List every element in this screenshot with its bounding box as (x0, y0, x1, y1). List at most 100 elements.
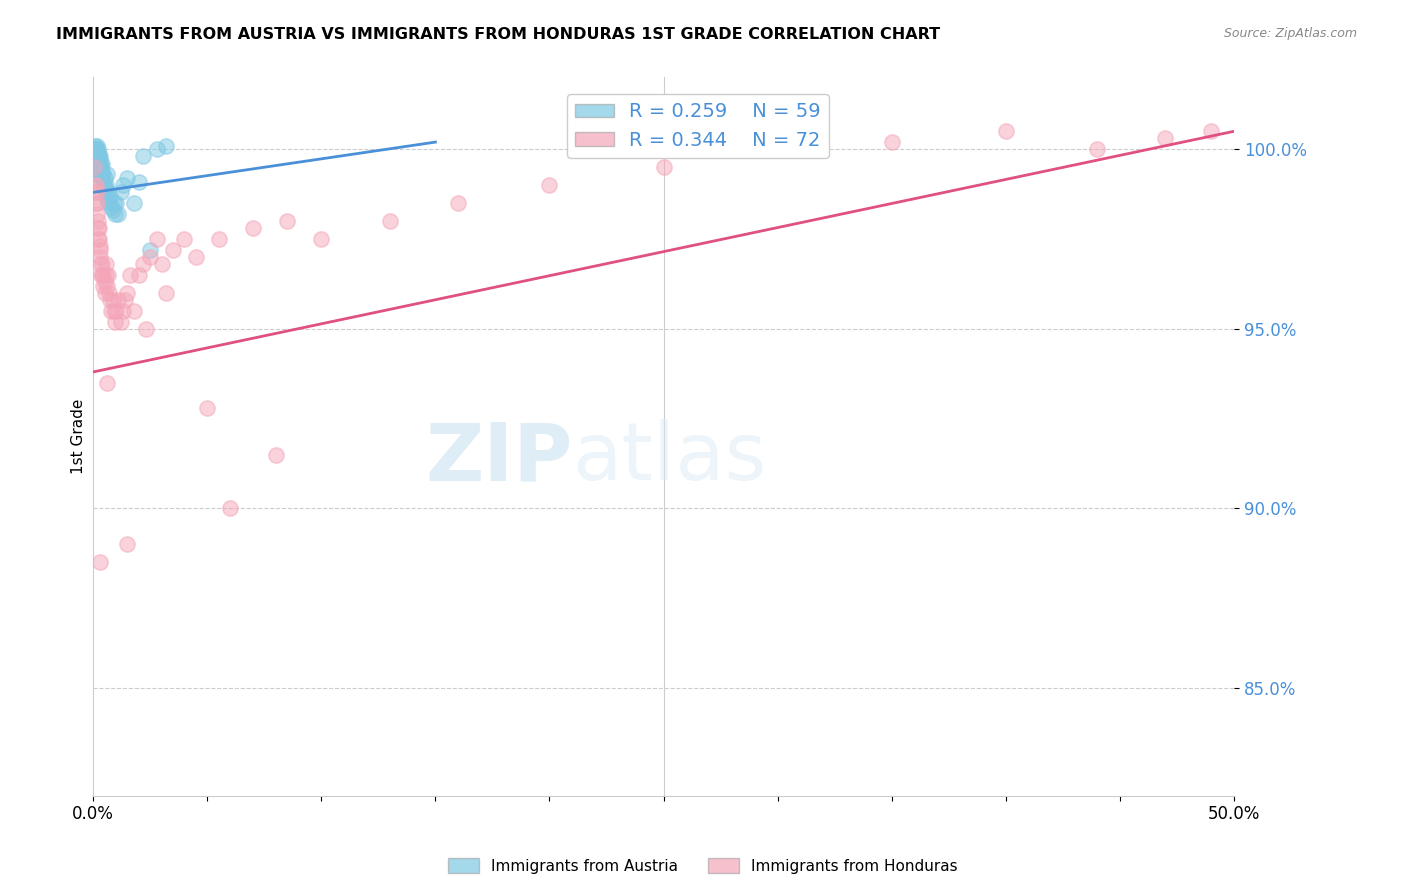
Legend: R = 0.259    N = 59, R = 0.344    N = 72: R = 0.259 N = 59, R = 0.344 N = 72 (567, 95, 828, 158)
Point (89, 153, 111, 167)
Point (105, 304, 128, 318)
Text: IMMIGRANTS FROM AUSTRIA VS IMMIGRANTS FROM HONDURAS 1ST GRADE CORRELATION CHART: IMMIGRANTS FROM AUSTRIA VS IMMIGRANTS FR… (56, 27, 941, 42)
Point (107, 207, 129, 221)
Point (91, 171, 114, 186)
Point (184, 250, 207, 264)
Point (86, 160, 108, 174)
Point (83, 142, 105, 156)
Point (105, 196, 128, 211)
Point (139, 250, 162, 264)
Point (90, 268, 112, 282)
Point (219, 501, 242, 516)
Point (162, 243, 184, 257)
Point (96, 257, 118, 271)
Point (766, 142, 789, 156)
Point (146, 142, 169, 156)
Point (103, 196, 125, 211)
Point (90, 164, 112, 178)
Point (84, 138, 107, 153)
Point (447, 196, 470, 211)
Point (311, 232, 333, 246)
Point (94, 189, 117, 203)
Point (89, 257, 111, 271)
Point (1085, 142, 1108, 156)
Point (96, 168, 118, 182)
Point (117, 285, 139, 300)
Point (107, 293, 129, 307)
Point (86, 156, 108, 170)
Point (104, 315, 127, 329)
Point (96, 278, 118, 293)
Point (93, 168, 115, 182)
Point (89, 555, 111, 569)
Point (173, 232, 195, 246)
Point (880, 135, 903, 149)
Point (93, 171, 115, 186)
Point (276, 214, 298, 228)
Point (96, 182, 118, 196)
Point (84, 142, 107, 156)
Point (100, 304, 122, 318)
Point (89, 149, 111, 163)
Point (87, 160, 110, 174)
Point (86, 196, 108, 211)
Point (87, 221, 110, 235)
Point (132, 149, 155, 163)
Point (117, 171, 139, 186)
Point (84, 178, 107, 193)
Point (87, 149, 110, 163)
Point (93, 268, 115, 282)
Point (93, 178, 115, 193)
Point (98, 189, 121, 203)
Point (86, 186, 108, 200)
Point (150, 257, 173, 271)
Point (89, 160, 111, 174)
Point (195, 401, 218, 415)
Point (98, 285, 121, 300)
Point (132, 257, 155, 271)
Point (111, 304, 134, 318)
Point (110, 186, 132, 200)
Point (111, 178, 134, 193)
Point (538, 178, 561, 193)
Point (89, 250, 111, 264)
Point (87, 145, 110, 160)
Point (117, 537, 139, 551)
Point (128, 175, 150, 189)
Point (90, 160, 112, 174)
Legend: Immigrants from Austria, Immigrants from Honduras: Immigrants from Austria, Immigrants from… (441, 852, 965, 880)
Point (84, 149, 107, 163)
Point (101, 293, 124, 307)
Y-axis label: 1st Grade: 1st Grade (72, 399, 86, 475)
Point (86, 207, 108, 221)
Point (94, 268, 117, 282)
Point (87, 156, 110, 170)
Point (87, 232, 110, 246)
Point (93, 275, 115, 289)
Point (87, 142, 110, 156)
Point (91, 257, 114, 271)
Point (91, 178, 114, 193)
Point (97, 268, 120, 282)
Text: atlas: atlas (572, 419, 766, 497)
Point (122, 196, 145, 211)
Point (89, 243, 111, 257)
Point (91, 278, 114, 293)
Point (100, 200, 122, 214)
Point (87, 221, 110, 235)
Point (94, 178, 117, 193)
Point (86, 145, 108, 160)
Point (122, 304, 145, 318)
Point (242, 221, 264, 235)
Point (90, 171, 112, 186)
Point (87, 232, 110, 246)
Point (87, 214, 110, 228)
Point (90, 268, 112, 282)
Point (86, 149, 108, 163)
Point (87, 149, 110, 163)
Text: Source: ZipAtlas.com: Source: ZipAtlas.com (1223, 27, 1357, 40)
Point (97, 186, 120, 200)
Point (652, 160, 675, 174)
Point (89, 239, 111, 253)
Point (98, 196, 121, 211)
